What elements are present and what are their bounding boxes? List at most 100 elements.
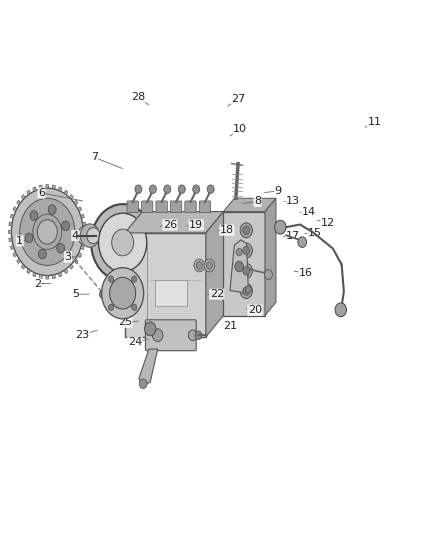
Text: 8: 8 xyxy=(254,197,261,206)
Text: 25: 25 xyxy=(118,318,132,327)
Polygon shape xyxy=(82,238,86,241)
Polygon shape xyxy=(21,195,25,199)
Circle shape xyxy=(57,244,65,253)
FancyBboxPatch shape xyxy=(223,212,265,316)
Text: 24: 24 xyxy=(128,337,142,347)
Circle shape xyxy=(99,290,106,298)
Circle shape xyxy=(112,229,134,256)
Circle shape xyxy=(194,259,205,272)
Circle shape xyxy=(37,220,57,244)
FancyBboxPatch shape xyxy=(141,201,153,213)
Circle shape xyxy=(131,276,137,282)
Polygon shape xyxy=(74,200,78,205)
Circle shape xyxy=(78,226,93,245)
Text: 26: 26 xyxy=(163,220,177,230)
Polygon shape xyxy=(33,272,36,277)
Circle shape xyxy=(178,185,185,193)
FancyBboxPatch shape xyxy=(199,201,211,213)
Text: 15: 15 xyxy=(307,229,321,238)
Polygon shape xyxy=(64,190,68,195)
Polygon shape xyxy=(39,185,42,189)
Polygon shape xyxy=(33,187,36,191)
Polygon shape xyxy=(139,349,158,385)
Polygon shape xyxy=(78,252,81,257)
Polygon shape xyxy=(64,269,68,273)
Polygon shape xyxy=(58,272,62,277)
Circle shape xyxy=(243,287,250,295)
FancyBboxPatch shape xyxy=(145,320,196,351)
Circle shape xyxy=(236,248,242,256)
Circle shape xyxy=(240,243,252,258)
Polygon shape xyxy=(9,238,12,241)
Polygon shape xyxy=(46,276,49,279)
Text: 22: 22 xyxy=(210,289,224,299)
Text: 17: 17 xyxy=(286,231,300,240)
Polygon shape xyxy=(27,190,31,195)
Polygon shape xyxy=(81,245,84,249)
Text: 19: 19 xyxy=(189,220,203,230)
Circle shape xyxy=(135,185,142,193)
Circle shape xyxy=(235,261,244,272)
Circle shape xyxy=(275,220,286,234)
Polygon shape xyxy=(78,207,81,212)
FancyBboxPatch shape xyxy=(155,280,187,306)
Text: 14: 14 xyxy=(302,207,316,217)
Circle shape xyxy=(62,221,70,231)
Polygon shape xyxy=(46,184,49,188)
Circle shape xyxy=(25,233,33,243)
Polygon shape xyxy=(223,198,276,212)
FancyBboxPatch shape xyxy=(170,201,182,213)
Circle shape xyxy=(152,329,163,342)
Circle shape xyxy=(80,224,99,247)
Circle shape xyxy=(193,185,200,193)
Polygon shape xyxy=(9,222,12,226)
Polygon shape xyxy=(206,212,223,337)
Polygon shape xyxy=(27,269,31,273)
Circle shape xyxy=(207,185,214,193)
Text: 13: 13 xyxy=(286,197,300,206)
Circle shape xyxy=(131,304,137,311)
Polygon shape xyxy=(82,222,86,226)
FancyBboxPatch shape xyxy=(125,233,206,337)
Polygon shape xyxy=(13,252,17,257)
Polygon shape xyxy=(74,259,78,263)
Text: 9: 9 xyxy=(275,186,282,196)
Circle shape xyxy=(240,284,252,298)
Circle shape xyxy=(196,262,202,269)
FancyBboxPatch shape xyxy=(185,201,196,213)
Polygon shape xyxy=(17,259,21,263)
Text: 1: 1 xyxy=(16,236,23,246)
Circle shape xyxy=(204,259,215,272)
Circle shape xyxy=(87,228,100,244)
Circle shape xyxy=(243,226,250,235)
Circle shape xyxy=(149,185,156,193)
Polygon shape xyxy=(21,264,25,269)
Polygon shape xyxy=(230,240,248,293)
Polygon shape xyxy=(81,214,84,219)
Circle shape xyxy=(109,304,114,311)
Text: 16: 16 xyxy=(299,268,313,278)
Text: 7: 7 xyxy=(91,152,98,162)
Polygon shape xyxy=(52,274,55,279)
Text: 12: 12 xyxy=(321,218,335,228)
Text: 4: 4 xyxy=(72,231,79,240)
Circle shape xyxy=(145,322,156,336)
Text: 11: 11 xyxy=(367,117,381,126)
Text: 27: 27 xyxy=(232,94,246,103)
Circle shape xyxy=(188,330,197,341)
Circle shape xyxy=(11,188,83,276)
Polygon shape xyxy=(8,230,11,233)
Circle shape xyxy=(240,263,252,278)
Text: 2: 2 xyxy=(34,279,41,288)
Circle shape xyxy=(195,331,202,340)
Polygon shape xyxy=(83,230,86,233)
Circle shape xyxy=(265,270,272,279)
Text: 23: 23 xyxy=(75,330,89,340)
Circle shape xyxy=(110,277,136,309)
Circle shape xyxy=(91,204,154,281)
Circle shape xyxy=(20,198,75,265)
Circle shape xyxy=(206,262,212,269)
Circle shape xyxy=(39,249,46,259)
Polygon shape xyxy=(265,198,276,316)
Circle shape xyxy=(243,266,250,275)
